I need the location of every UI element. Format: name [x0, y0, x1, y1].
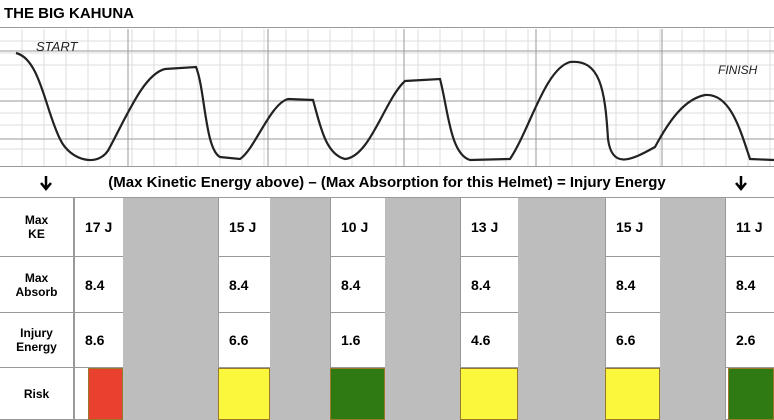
sketch-major-grid	[0, 29, 774, 166]
value-cell: 15 J	[218, 198, 270, 257]
value-cell: 17 J	[74, 198, 123, 257]
title: THE BIG KAHUNA	[0, 0, 774, 28]
value-cell: 8.4	[605, 257, 660, 313]
value-cell: 6.6	[605, 313, 660, 368]
value-cell: 4.6	[460, 313, 518, 368]
row-label: Max KE	[0, 198, 74, 257]
gray-column	[74, 198, 774, 420]
value-cell: 11 J	[725, 198, 774, 257]
value-cell: 1.6	[330, 313, 385, 368]
value-cell: 8.4	[725, 257, 774, 313]
value-cell: 8.4	[74, 257, 123, 313]
row-label-text: Max Absorb	[16, 271, 58, 299]
value-cell: 13 J	[460, 198, 518, 257]
arrows	[0, 172, 774, 194]
finish-label: FINISH	[718, 63, 758, 77]
page: THE BIG KAHUNA START FINISH (Max Kinetic…	[0, 0, 774, 420]
value-cell: 10 J	[330, 198, 385, 257]
row-label: Max Absorb	[0, 257, 74, 313]
risk-cell	[218, 368, 270, 420]
value-cell: 8.4	[330, 257, 385, 313]
row-label-text: Max KE	[25, 213, 48, 241]
risk-cell	[460, 368, 518, 420]
value-cell: 8.4	[218, 257, 270, 313]
sketch-grid	[0, 29, 774, 166]
row-label-text: Risk	[24, 387, 49, 401]
row-label-text: Injury Energy	[16, 326, 57, 354]
risk-cell	[728, 368, 774, 420]
row-label: Injury Energy	[0, 313, 74, 368]
value-cell: 15 J	[605, 198, 660, 257]
value-cell: 2.6	[725, 313, 774, 368]
start-label: START	[36, 39, 78, 54]
risk-cell	[605, 368, 660, 420]
value-cell: 8.6	[74, 313, 123, 368]
value-cell: 6.6	[218, 313, 270, 368]
value-cell: 8.4	[460, 257, 518, 313]
sketch: START FINISH	[0, 29, 774, 166]
row-label: Risk	[0, 368, 74, 420]
risk-cell	[88, 368, 123, 420]
down-arrow	[736, 176, 746, 189]
down-arrow	[41, 176, 51, 189]
risk-cell	[330, 368, 385, 420]
